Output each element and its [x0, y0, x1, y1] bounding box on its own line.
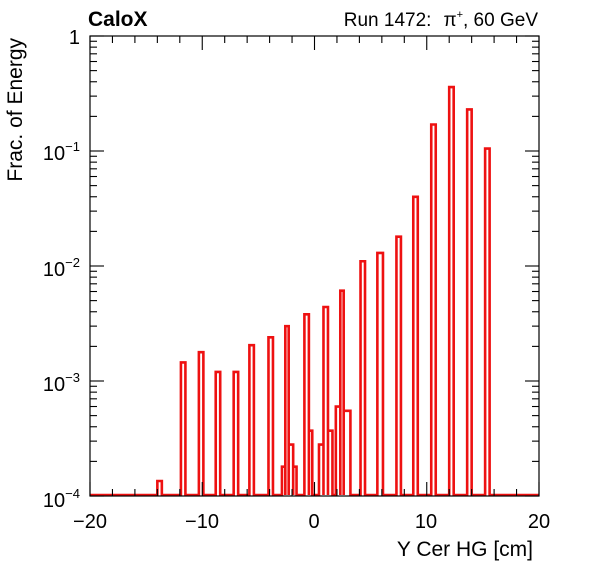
histogram-outline [90, 85, 539, 497]
y-tick-label: 10−2 [43, 255, 80, 281]
header-right-label: Run 1472: π+, 60 GeV [344, 9, 539, 31]
y-tick-label: 10−3 [43, 370, 80, 396]
x-axis-tick-labels: −20 −10 0 10 20 [73, 511, 550, 533]
y-tick-label: 1 [69, 27, 80, 49]
header-run-label: Run 1472: [344, 10, 432, 31]
x-tick-label: −20 [73, 511, 107, 533]
header-charge: + [457, 9, 463, 21]
y-tick-label: 10−1 [43, 139, 80, 165]
x-tick-label: −10 [185, 511, 219, 533]
y-axis-title: Frac. of Energy [4, 38, 27, 182]
x-tick-label: 10 [415, 511, 437, 533]
histogram-layer [90, 85, 539, 497]
header-left-label: CaloX [88, 8, 148, 31]
header-particle: π [443, 10, 456, 31]
x-axis-title: Y Cer HG [cm] [397, 538, 533, 561]
x-tick-label: 0 [308, 511, 319, 533]
x-tick-label: 20 [528, 511, 550, 533]
header-energy: , 60 GeV [463, 10, 538, 31]
axis-ticks [89, 35, 540, 497]
y-axis-tick-labels: 1 10−1 10−2 10−3 10−4 [43, 27, 80, 512]
y-tick-label: 10−4 [43, 486, 80, 512]
